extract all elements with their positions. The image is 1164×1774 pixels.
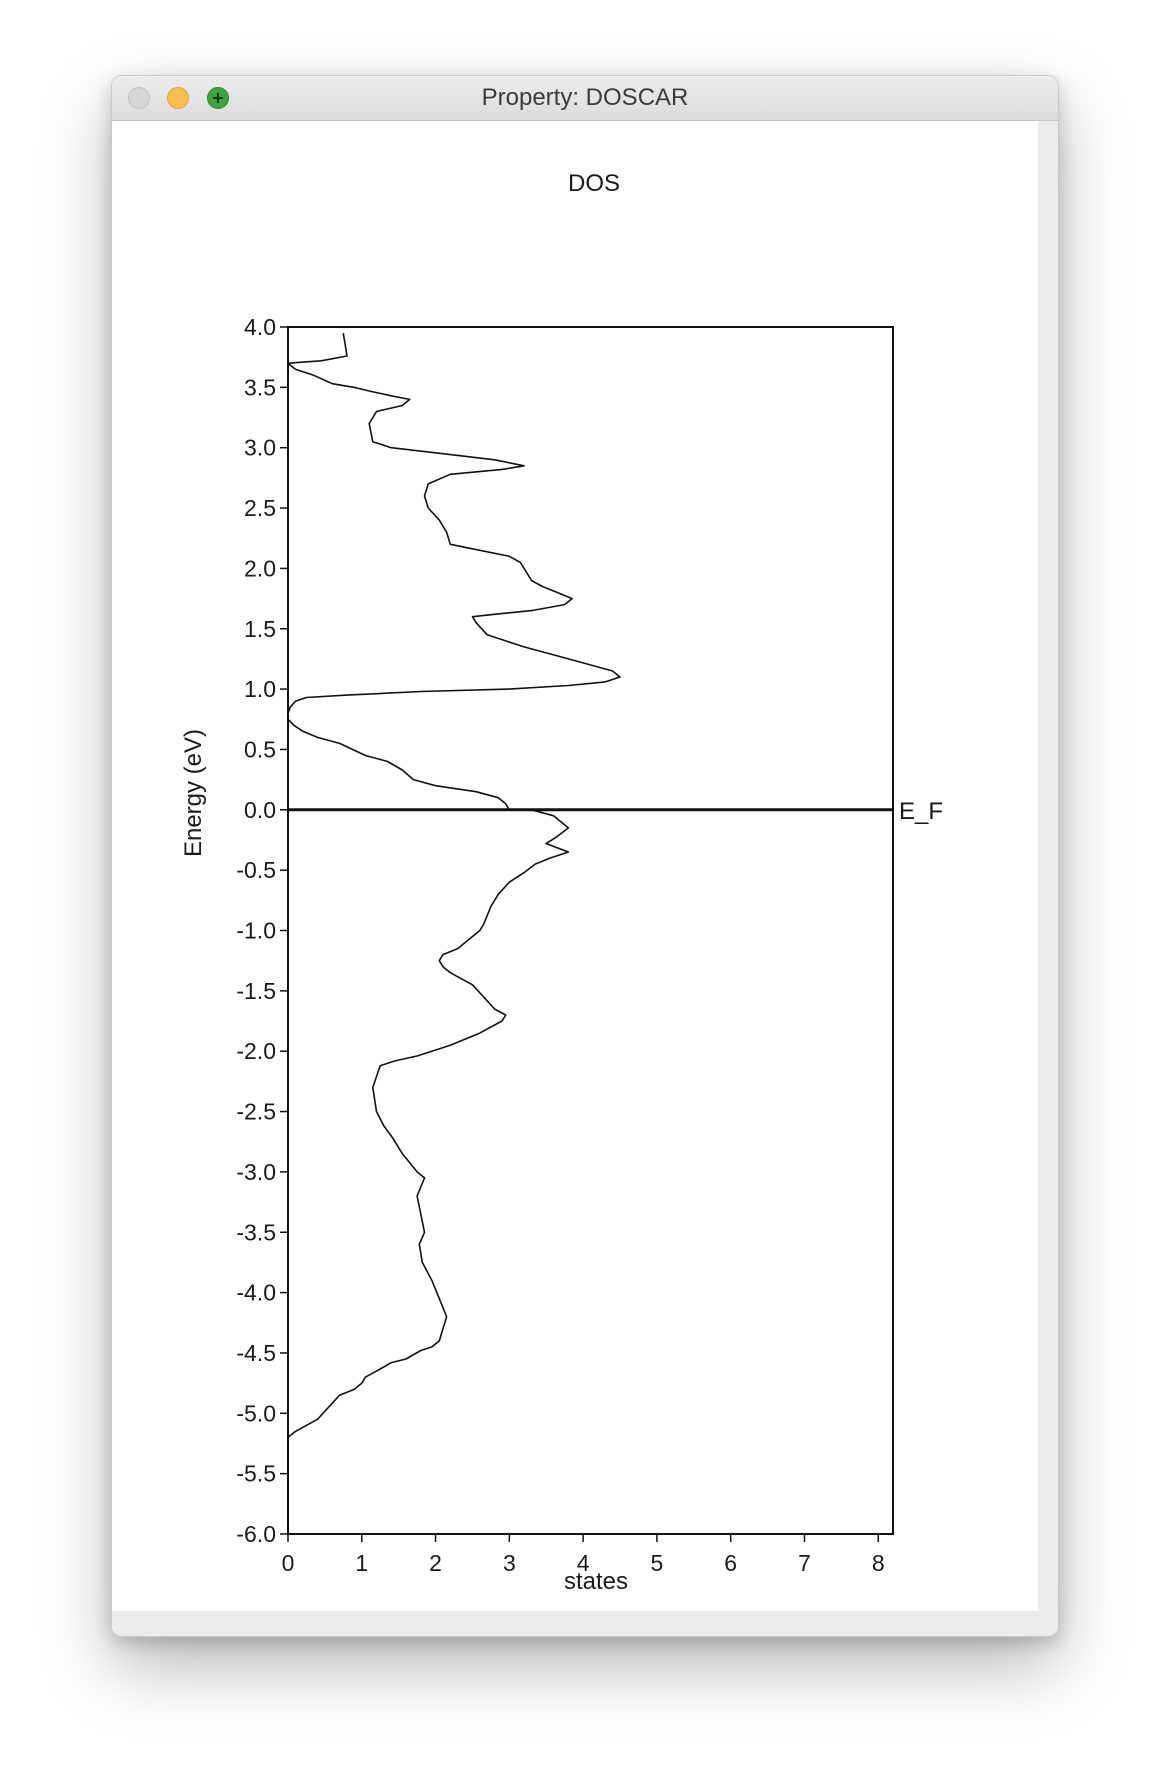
x-tick-label: 7 [798,1550,811,1576]
y-tick-label: 1.5 [244,616,276,642]
y-tick-label: 4.0 [244,314,276,340]
y-tick-label: -0.5 [236,857,276,883]
x-tick-label: 6 [724,1550,737,1576]
y-tick-label: -3.5 [236,1219,276,1245]
x-tick-label: 4 [577,1550,590,1576]
y-tick-label: -2.0 [236,1038,276,1064]
y-tick-label: -5.5 [236,1461,276,1487]
y-tick-label: 3.0 [244,435,276,461]
y-tick-label: -3.0 [236,1159,276,1185]
doscar-window: Property: DOSCAR DOS 4.0 3.5 3.0 2.5 2.0 1.5 1… [111,75,1059,1637]
vertical-scroll-track[interactable] [1038,121,1058,1636]
y-tick-label: -4.0 [236,1280,276,1306]
x-tick-label: 8 [872,1550,885,1576]
zoom-button[interactable] [207,87,229,109]
dos-series-line [287,332,621,1534]
y-axis: 4.0 3.5 3.0 2.5 2.0 1.5 1.0 0.5 0.0 -0.5 -1.0 -1.5 -… [236,314,288,1547]
x-tick-label: 5 [651,1550,664,1576]
close-button[interactable] [128,87,150,109]
chart-area: DOS 4.0 3.5 3.0 2.5 2.0 1.5 1.0 0.5 0.0 -0.5 -1.0 -… [112,121,1038,1611]
x-tick-label: 3 [503,1550,516,1576]
dos-chart: DOS 4.0 3.5 3.0 2.5 2.0 1.5 1.0 0.5 0.0 -0.5 -1.0 -… [180,170,943,1595]
x-tick-label: 2 [429,1550,442,1576]
y-tick-label: 1.0 [244,676,276,702]
x-axis-label: states [564,1568,628,1595]
y-tick-label: -6.0 [236,1521,276,1547]
y-tick-label: 2.5 [244,495,276,521]
y-tick-label: -4.5 [236,1340,276,1366]
plot-frame [287,326,894,1535]
y-tick-label: -1.0 [236,918,276,944]
y-tick-label: 2.0 [244,555,276,581]
chart-title: DOS [568,170,620,197]
x-tick-label: 0 [282,1550,295,1576]
y-tick-label: 0.0 [244,797,276,823]
y-axis-label: Energy (eV) [180,729,207,857]
y-tick-label: -2.5 [236,1099,276,1125]
horizontal-scroll-track[interactable] [112,1611,1058,1636]
y-tick-label: 0.5 [244,736,276,762]
y-tick-label: -5.0 [236,1400,276,1426]
x-axis: 0 1 2 3 4 5 6 7 8 [282,1534,885,1576]
window-title: Property: DOSCAR [481,84,689,111]
fermi-level-label: E_F [899,798,943,825]
title-bar[interactable]: Property: DOSCAR [112,76,1058,121]
minimize-button[interactable] [167,87,189,109]
y-tick-label: 3.5 [244,374,276,400]
y-tick-label: -1.5 [236,978,276,1004]
x-tick-label: 1 [355,1550,368,1576]
